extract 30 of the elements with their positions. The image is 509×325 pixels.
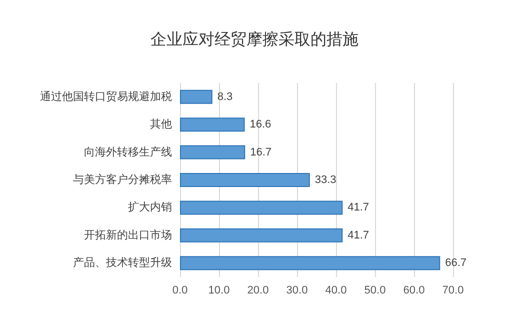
data-label: 16.6: [250, 118, 272, 131]
data-label: 16.7: [250, 146, 272, 158]
data-label: 8.3: [217, 90, 233, 103]
x-tick-label: 40.0: [325, 284, 347, 296]
chart-title: 企业应对经贸摩擦采取的措施: [150, 30, 358, 48]
y-tick-label: 向海外转移生产线: [84, 145, 172, 158]
y-tick-label: 开拓新的出口市场: [84, 228, 172, 242]
y-tick-label: 产品、技术转型升级: [73, 256, 172, 270]
bar: [180, 200, 343, 215]
bar: [180, 228, 343, 242]
x-tick-label: 0.0: [172, 284, 188, 296]
x-tick-label: 70.0: [442, 284, 464, 296]
y-tick-label: 其他: [150, 118, 172, 131]
bar: [180, 256, 440, 270]
y-tick-label: 扩大内销: [128, 200, 172, 214]
x-tick-label: 20.0: [247, 284, 269, 296]
data-label: 41.7: [348, 229, 370, 242]
data-label: 41.7: [348, 202, 370, 214]
x-tick-label: 30.0: [286, 284, 308, 296]
y-tick-label: 通过他国转口贸易规避加税: [40, 90, 172, 103]
y-tick-label: 与美方客户分摊税率: [73, 173, 172, 186]
bar: [180, 145, 246, 160]
x-tick-label: 50.0: [364, 284, 386, 296]
x-tick-label: 10.0: [208, 284, 230, 296]
bar: [180, 90, 212, 104]
x-tick-label: 60.0: [403, 284, 425, 296]
data-label: 33.3: [314, 174, 336, 186]
bar: [180, 118, 245, 132]
bar: [180, 173, 310, 187]
data-label: 66.7: [445, 257, 467, 270]
